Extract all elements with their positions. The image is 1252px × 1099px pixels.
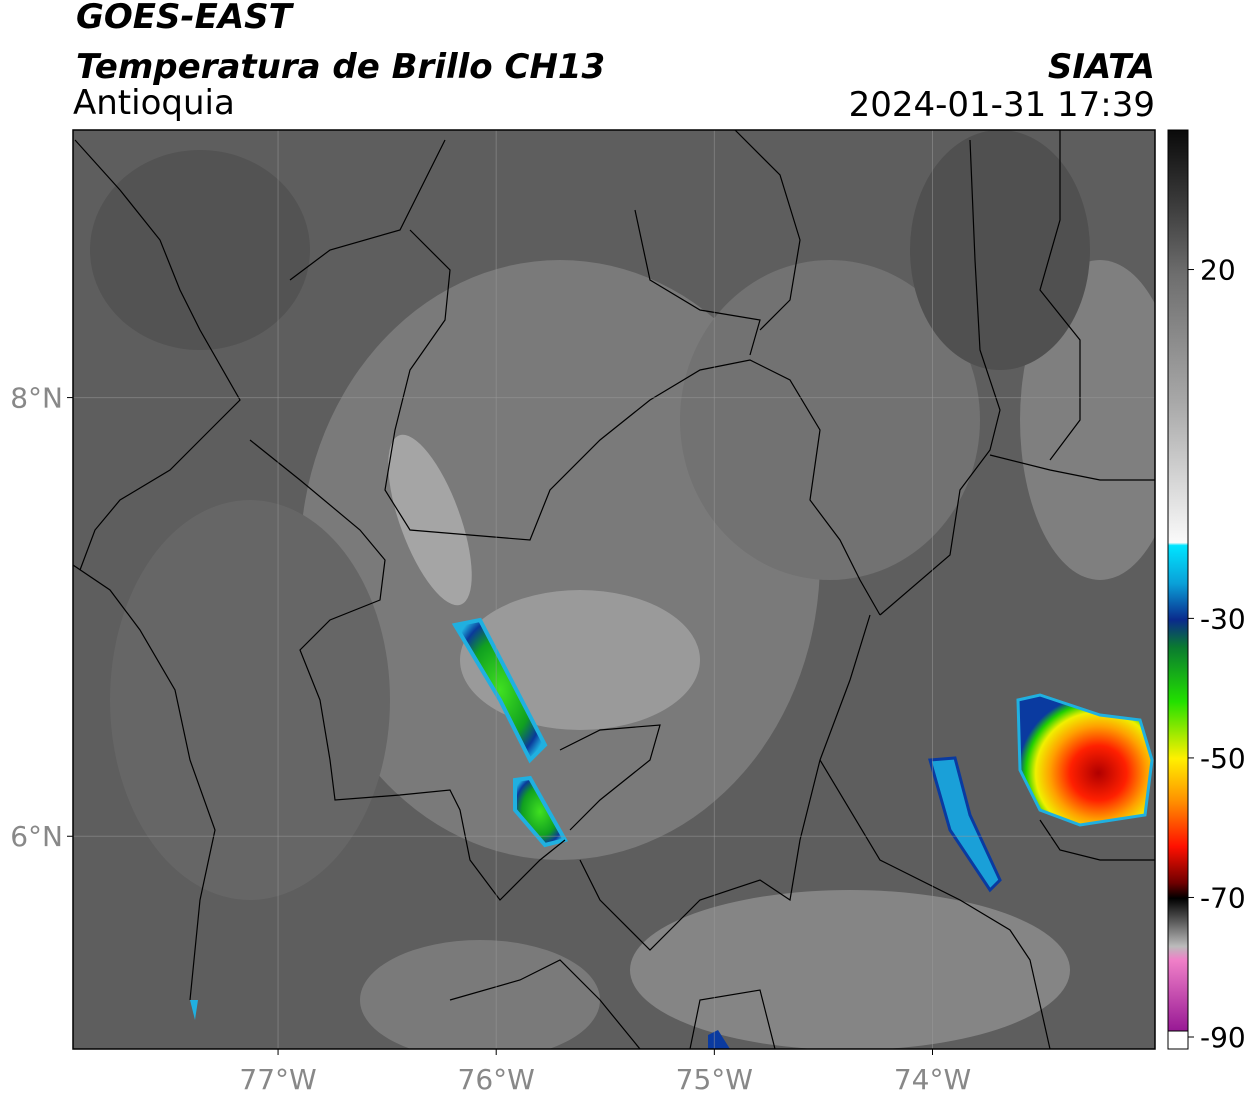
y-tick-label: 6°N [10,820,63,853]
colorbar-tick-label: -30 [1200,602,1246,635]
satellite-image [73,130,1155,1049]
source: SIATA [1048,47,1155,87]
subtitle: Temperatura de Brillo CH13 [76,47,605,87]
colorbar-tick-label: -70 [1200,881,1246,914]
colorbar-tick-label: 20 [1200,254,1236,287]
colorbar-extension [1167,1030,1189,1050]
x-tick-label: 75°W [676,1063,753,1096]
y-tick-label: 8°N [10,382,63,415]
graticule [73,130,1155,1049]
x-tick-label: 76°W [458,1063,535,1096]
colorbar [1168,130,1188,1037]
boundaries [73,130,1155,1049]
region: Antioquia [73,83,235,123]
map-frame [72,129,1156,1050]
colorbar-tick-label: -50 [1200,742,1246,775]
title: GOES-EAST [76,0,295,37]
colorbar-frame [1167,129,1189,1050]
x-tick-label: 74°W [894,1063,971,1096]
datetime: 2024-01-31 17:39 [849,85,1155,125]
colorbar-tick-label: -90 [1200,1021,1246,1054]
x-tick-label: 77°W [239,1063,316,1096]
